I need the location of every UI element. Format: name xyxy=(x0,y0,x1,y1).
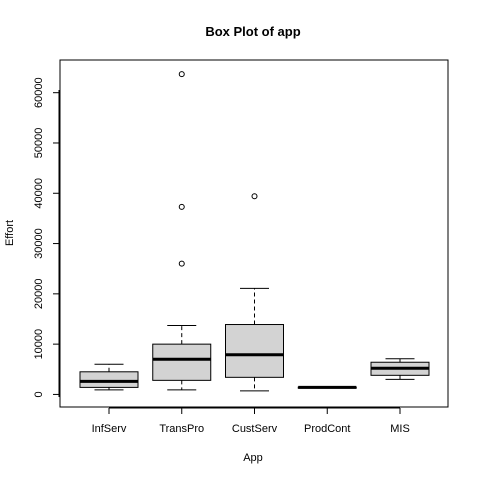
box-prodcont xyxy=(297,385,357,389)
chart-title: Box Plot of app xyxy=(205,24,300,39)
y-tick-label: 30000 xyxy=(33,228,45,259)
x-tick-label: InfServ xyxy=(92,423,127,435)
x-tick-label: ProdCont xyxy=(304,423,350,435)
y-tick-label: 40000 xyxy=(33,178,45,209)
y-axis-ticks: 0 10000 20000 30000 40000 50000 60000 xyxy=(33,77,59,397)
y-tick-label: 50000 xyxy=(33,128,45,159)
outlier-point xyxy=(178,260,185,267)
y-tick-label: 20000 xyxy=(33,279,45,310)
y-tick-label: 0 xyxy=(33,391,45,397)
iqr-box xyxy=(225,324,284,378)
iqr-box xyxy=(79,371,139,388)
boxes-group xyxy=(79,71,430,392)
box-mis xyxy=(370,358,430,380)
x-tick-label: TransPro xyxy=(159,423,204,435)
box-transpro xyxy=(152,71,212,391)
plot-frame xyxy=(59,59,449,408)
outlier-point xyxy=(251,193,258,200)
box-infserv xyxy=(79,363,139,391)
x-tick-label: CustServ xyxy=(232,423,278,435)
iqr-box xyxy=(152,343,212,381)
y-axis-label: Effort xyxy=(4,220,16,246)
y-tick-label: 60000 xyxy=(33,77,45,108)
x-axis-ticks: InfServ TransPro CustServ ProdCont MIS xyxy=(92,408,410,435)
x-tick-label: MIS xyxy=(390,423,410,435)
y-tick-label: 10000 xyxy=(33,329,45,360)
box-custserv xyxy=(225,193,284,392)
outlier-point xyxy=(178,71,185,78)
outlier-point xyxy=(178,203,185,210)
x-axis-label: App xyxy=(243,452,263,464)
